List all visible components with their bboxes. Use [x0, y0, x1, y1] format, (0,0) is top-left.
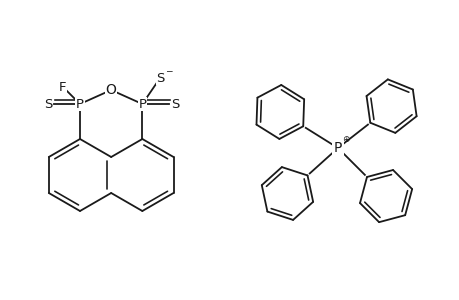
Text: P: P — [138, 98, 146, 110]
Text: P: P — [333, 141, 341, 155]
Text: S: S — [171, 98, 179, 110]
Text: ⊕: ⊕ — [341, 134, 349, 143]
Text: S: S — [156, 71, 164, 85]
Text: S: S — [44, 98, 52, 110]
Text: F: F — [59, 80, 67, 94]
Text: P: P — [76, 98, 84, 110]
Text: O: O — [106, 83, 117, 97]
Text: −: − — [164, 67, 172, 76]
